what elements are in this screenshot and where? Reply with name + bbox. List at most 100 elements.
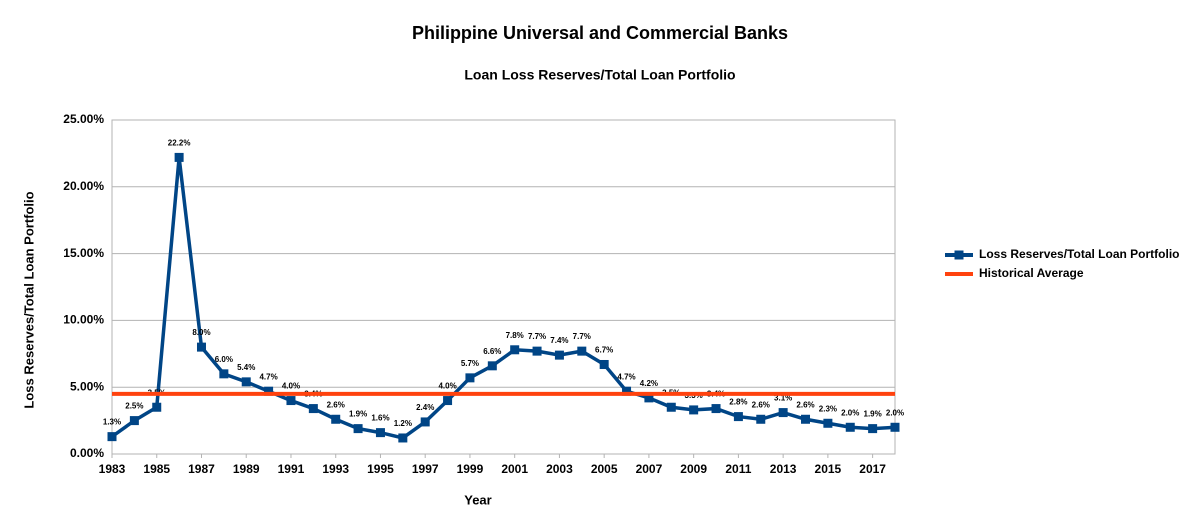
x-tick-label: 2009 bbox=[680, 462, 707, 476]
data-point bbox=[577, 346, 587, 356]
data-label: 4.0% bbox=[438, 382, 456, 391]
data-point bbox=[465, 373, 475, 383]
data-point bbox=[622, 386, 632, 396]
data-label: 2.3% bbox=[819, 404, 837, 413]
x-tick-label: 2011 bbox=[725, 462, 751, 476]
data-point bbox=[487, 361, 497, 371]
data-label: 1.6% bbox=[371, 414, 389, 423]
legend-marker bbox=[954, 250, 964, 260]
x-tick-label: 1997 bbox=[412, 462, 439, 476]
x-tick-label: 1987 bbox=[188, 462, 215, 476]
data-label: 2.6% bbox=[796, 400, 814, 409]
data-label: 6.6% bbox=[483, 347, 501, 356]
data-label: 4.2% bbox=[640, 379, 658, 388]
data-label: 6.0% bbox=[215, 355, 233, 364]
x-tick-label: 2017 bbox=[859, 462, 886, 476]
legend-label: Loss Reserves/Total Loan Portfolio bbox=[979, 247, 1179, 261]
data-label: 7.7% bbox=[573, 332, 591, 341]
data-label: 2.8% bbox=[729, 398, 747, 407]
data-point bbox=[129, 416, 139, 426]
x-tick-label: 1991 bbox=[278, 462, 305, 476]
data-label: 4.7% bbox=[617, 372, 635, 381]
y-tick-label: 0.00% bbox=[70, 446, 104, 460]
y-tick-label: 15.00% bbox=[63, 246, 104, 260]
data-label: 2.5% bbox=[125, 402, 143, 411]
data-point bbox=[532, 346, 542, 356]
data-point bbox=[443, 396, 453, 406]
data-point bbox=[845, 422, 855, 432]
data-label: 2.0% bbox=[841, 408, 859, 417]
x-axis-title: Year bbox=[464, 492, 491, 507]
x-tick-label: 1983 bbox=[99, 462, 126, 476]
data-label: 8.0% bbox=[192, 328, 210, 337]
data-point bbox=[801, 414, 811, 424]
data-label: 22.2% bbox=[168, 139, 191, 148]
data-point bbox=[420, 417, 430, 427]
chart-subtitle: Loan Loss Reserves/Total Loan Portfolio bbox=[464, 67, 735, 83]
data-point bbox=[107, 432, 117, 442]
data-label: 5.7% bbox=[461, 359, 479, 368]
data-point bbox=[868, 424, 878, 434]
data-point bbox=[331, 414, 341, 424]
data-point bbox=[823, 418, 833, 428]
x-tick-label: 1985 bbox=[143, 462, 170, 476]
y-tick-label: 10.00% bbox=[63, 313, 104, 327]
data-point bbox=[510, 345, 520, 355]
data-label: 1.9% bbox=[349, 410, 367, 419]
x-tick-label: 2015 bbox=[815, 462, 842, 476]
data-point bbox=[644, 393, 654, 403]
data-label: 4.7% bbox=[259, 372, 277, 381]
data-point bbox=[599, 359, 609, 369]
data-point bbox=[398, 433, 408, 443]
data-label: 1.3% bbox=[103, 418, 121, 427]
data-label: 4.0% bbox=[282, 382, 300, 391]
data-label: 1.2% bbox=[394, 419, 412, 428]
x-tick-label: 1995 bbox=[367, 462, 394, 476]
data-point bbox=[174, 152, 184, 162]
data-label: 5.4% bbox=[237, 363, 255, 372]
data-point bbox=[711, 404, 721, 414]
data-point bbox=[353, 424, 363, 434]
data-label: 7.7% bbox=[528, 332, 546, 341]
data-label: 6.7% bbox=[595, 346, 613, 355]
legend-label: Historical Average bbox=[979, 266, 1084, 280]
data-point bbox=[756, 414, 766, 424]
data-point bbox=[219, 369, 229, 379]
chart-title: Philippine Universal and Commercial Bank… bbox=[412, 23, 788, 43]
y-tick-label: 25.00% bbox=[63, 112, 104, 126]
data-label: 7.4% bbox=[550, 336, 568, 345]
x-tick-label: 1989 bbox=[233, 462, 260, 476]
data-point bbox=[196, 342, 206, 352]
y-axis-title: Loss Reserves/Total Loan Portfolio bbox=[21, 191, 36, 408]
data-point bbox=[666, 402, 676, 412]
data-point bbox=[152, 402, 162, 412]
y-tick-label: 5.00% bbox=[70, 379, 104, 393]
data-point bbox=[890, 422, 900, 432]
x-tick-label: 2003 bbox=[546, 462, 573, 476]
data-label: 2.4% bbox=[416, 403, 434, 412]
data-point bbox=[554, 350, 564, 360]
data-point bbox=[778, 408, 788, 418]
data-point bbox=[375, 428, 385, 438]
plot-border bbox=[111, 119, 896, 455]
data-point bbox=[286, 396, 296, 406]
data-point bbox=[689, 405, 699, 415]
data-label: 2.6% bbox=[327, 400, 345, 409]
x-tick-label: 2013 bbox=[770, 462, 797, 476]
x-tick-label: 1993 bbox=[322, 462, 349, 476]
data-point bbox=[241, 377, 251, 387]
x-tick-label: 2007 bbox=[636, 462, 663, 476]
data-point bbox=[264, 386, 274, 396]
data-point bbox=[308, 404, 318, 414]
data-label: 2.0% bbox=[886, 408, 904, 417]
data-point bbox=[733, 412, 743, 422]
data-label: 7.8% bbox=[506, 331, 524, 340]
x-tick-label: 2001 bbox=[501, 462, 528, 476]
data-label: 2.6% bbox=[752, 400, 770, 409]
x-tick-label: 2005 bbox=[591, 462, 618, 476]
y-tick-label: 20.00% bbox=[63, 179, 104, 193]
x-tick-label: 1999 bbox=[457, 462, 484, 476]
data-label: 1.9% bbox=[864, 410, 882, 419]
data-label: 3.1% bbox=[774, 394, 792, 403]
